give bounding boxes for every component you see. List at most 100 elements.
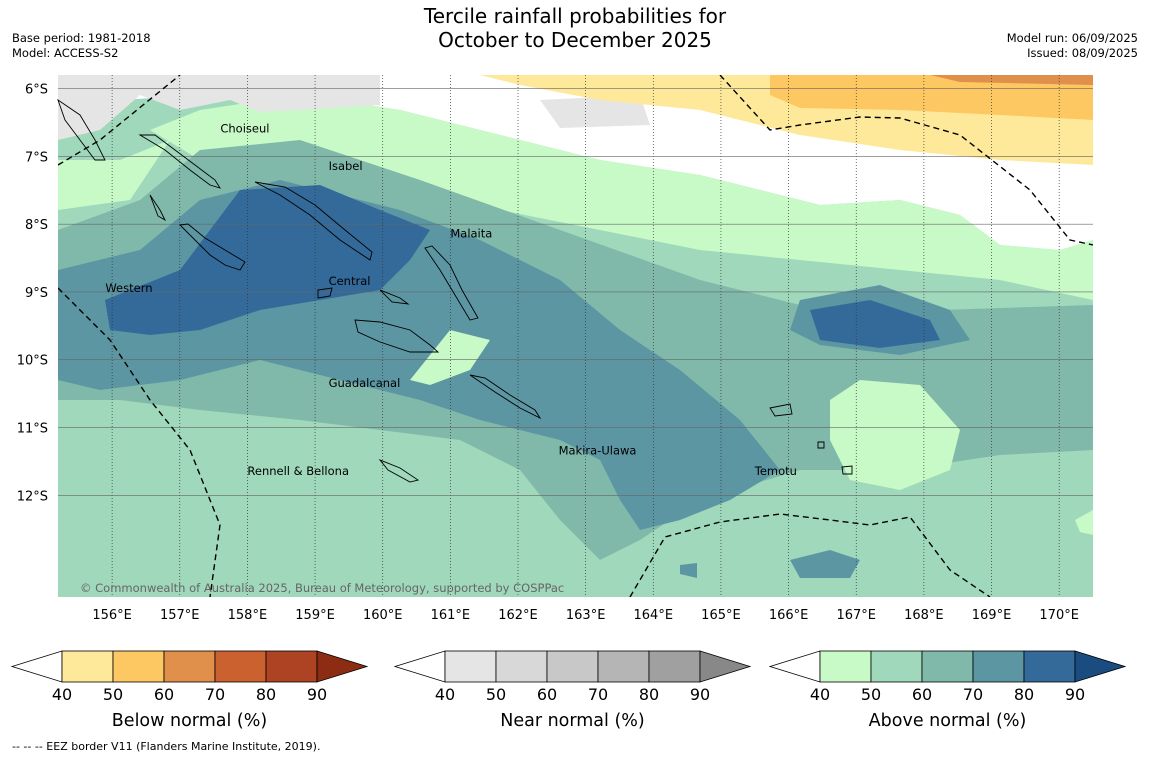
colorbar-tick-label: 90 [1065,685,1085,704]
model-name: Model: ACCESS-S2 [12,46,119,60]
region-label: Choiseul [220,122,269,136]
region-label: Western [105,281,152,295]
guadalcanal-island [354,319,440,353]
meta-right: Model run: 06/09/2025 Issued: 08/09/2025 [1007,31,1138,61]
page-title: Tercile rainfall probabilities for Octob… [0,4,1150,52]
colorbar-swatch [648,650,701,683]
meta-left: Base period: 1981-2018 Model: ACCESS-S2 [12,31,151,61]
lon-tick-label: 162°E [498,608,538,623]
colorbar-tick-label: 50 [486,685,506,704]
region-label: Guadalcanal [329,376,401,390]
region-label: Makira-Ulawa [559,444,637,458]
region-labels: Choiseul Isabel Malaita Western Central Guada… [105,122,797,478]
bougainville-coast [57,98,106,161]
colorbar-extend-low [10,650,63,683]
colorbar-extend-low [768,650,821,683]
colorbar-tick-label: 90 [690,685,710,704]
lon-tick-label: 158°E [228,608,268,623]
colorbar-tick-label: 50 [103,685,123,704]
colorbar-tick-label: 80 [256,685,276,704]
colorbar-swatch [444,650,497,683]
colorbar-tick-label: 70 [205,685,225,704]
colorbar-tick-label: 40 [810,685,830,704]
lon-tick-label: 166°E [769,608,809,623]
region-label: Temotu [754,464,797,478]
lon-tick-label: 159°E [295,608,335,623]
rennell-island [378,458,420,483]
axis-labels: 156°E 157°E 158°E 159°E 160°E 161°E 162°E 163°E… [17,83,1079,623]
eez-border-south [629,513,991,597]
malaita-island [424,245,479,321]
lat-tick-label: 12°S [17,489,48,504]
colorbar-swatch [597,650,650,683]
colorbar-tick-label: 70 [963,685,983,704]
santa-cruz-islands [769,403,793,417]
lat-tick-label: 7°S [25,150,48,165]
field-above-80 [105,185,430,335]
lon-tick-label: 165°E [701,608,741,623]
colorbar-swatch [819,650,872,683]
lon-tick-label: 167°E [836,608,876,623]
eez-footnote: -- -- -- EEZ border V11 (Flanders Marine… [12,740,321,753]
colorbar-swatch [1023,650,1076,683]
colorbar: 40 50 60 70 80 90 Below normal (%) [10,650,369,731]
lon-tick-label: 161°E [431,608,471,623]
colorbar-swatch [546,650,599,683]
colorbar-tick-label: 40 [52,685,72,704]
colorbar-tick-label: 80 [639,685,659,704]
lat-tick-label: 6°S [25,83,48,98]
colorbar-extend-high [1074,650,1127,683]
colorbar-swatch [921,650,974,683]
colorbar-swatch [61,650,114,683]
colorbar-extend-high [699,650,752,683]
colorbar-swatch [112,650,165,683]
lon-tick-label: 169°E [972,608,1012,623]
lat-tick-label: 8°S [25,218,48,233]
colorbar-title: Below normal (%) [112,711,267,731]
colorbar-extend-low [393,650,446,683]
field-below-50 [770,75,1093,120]
model-run: Model run: 06/09/2025 [1006,31,1138,45]
choiseul-island [138,134,222,189]
region-label: Central [329,274,371,288]
lon-tick-label: 156°E [92,608,132,623]
colorbar-legends: 40 50 60 70 80 90 Below normal (%) 40 50 60 70 80 90… [10,650,1127,731]
colorbar-title: Near normal (%) [500,711,645,731]
title-line-1: Tercile rainfall probabilities for [423,4,727,28]
isabel-island [254,181,373,261]
lon-tick-label: 163°E [566,608,606,623]
lat-tick-label: 11°S [17,422,48,437]
colorbar: 40 50 60 70 80 90 Above normal (%) [768,650,1127,731]
eez-border-west [58,287,221,597]
colorbar-swatch [870,650,923,683]
western-islands [179,223,246,271]
colorbar-tick-label: 40 [435,685,455,704]
colorbar-swatch [163,650,216,683]
central-islands [317,287,333,299]
colorbar-swatch [265,650,318,683]
lon-tick-label: 157°E [160,608,200,623]
colorbar-tick-label: 70 [588,685,608,704]
copyright-text: © Commonwealth of Australia 2025, Bureau… [80,581,564,595]
issued-date: Issued: 08/09/2025 [1027,46,1138,60]
base-period: Base period: 1981-2018 [12,31,151,45]
lon-tick-label: 168°E [904,608,944,623]
lat-tick-label: 10°S [17,354,48,369]
region-label: Rennell & Bellona [247,464,349,478]
colorbar-swatch [972,650,1025,683]
region-label: Isabel [329,159,363,173]
lon-tick-label: 160°E [363,608,403,623]
probability-fields [58,75,1093,597]
lon-tick-label: 170°E [1039,608,1079,623]
colorbar-tick-label: 60 [537,685,557,704]
eez-border-north [719,75,1093,246]
colorbar-tick-label: 80 [1014,685,1034,704]
colorbar-tick-label: 60 [912,685,932,704]
colorbar-tick-label: 50 [861,685,881,704]
eez-border [58,75,1093,597]
colorbar-extend-high [316,650,369,683]
field-above-40 [150,95,1093,300]
field-near-40 [58,75,380,140]
lon-tick-label: 164°E [634,608,674,623]
